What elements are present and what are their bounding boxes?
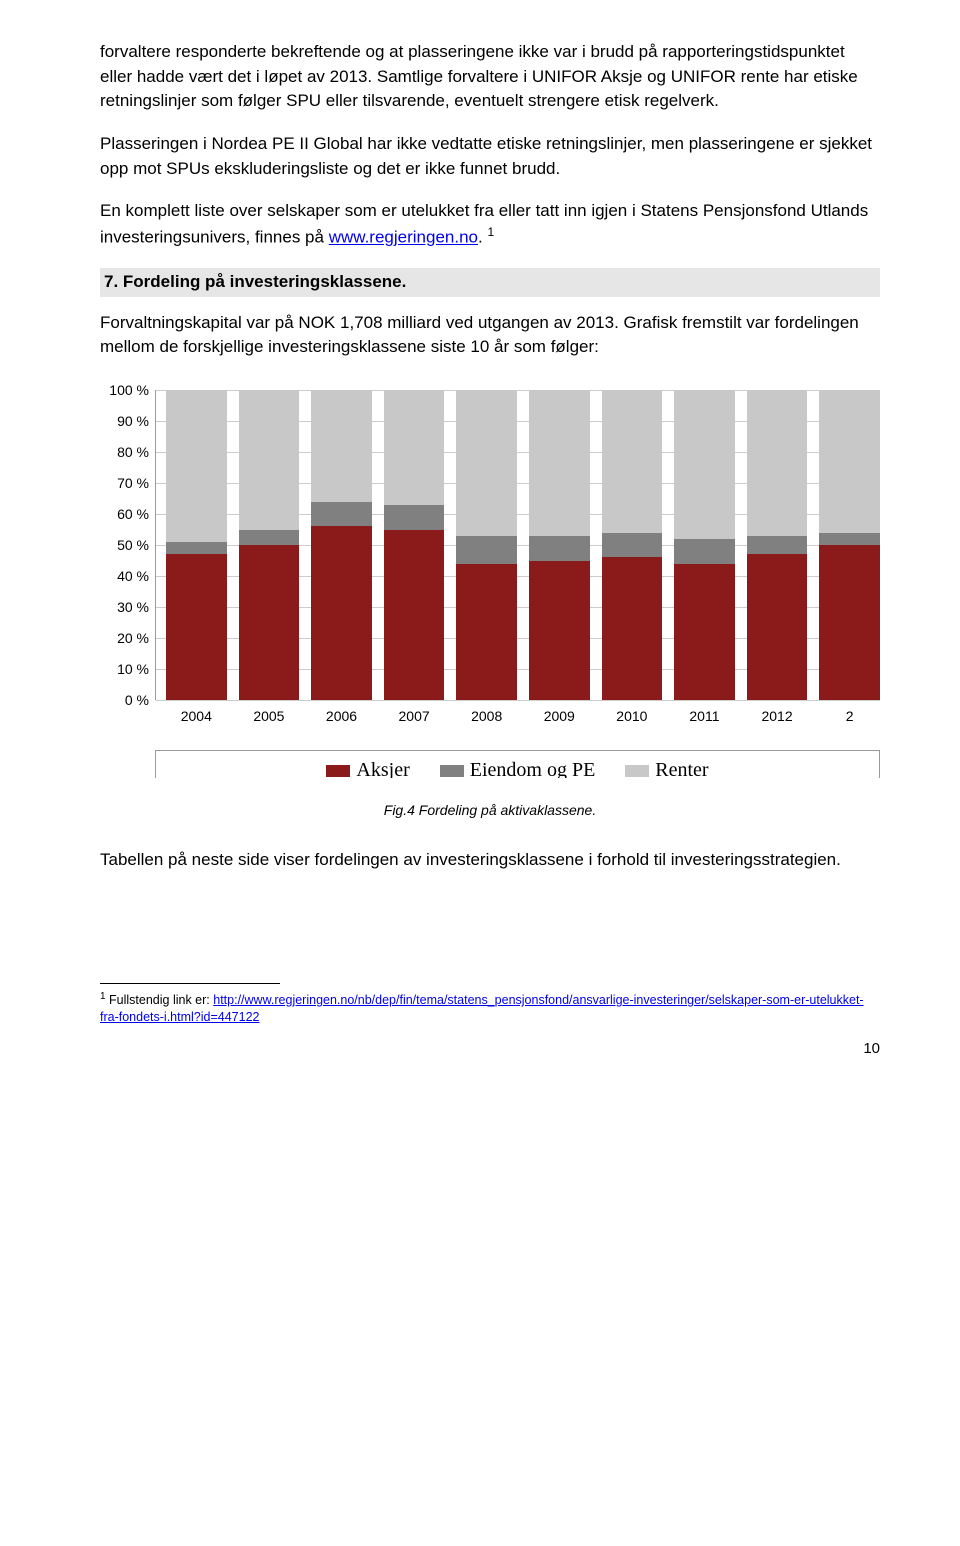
legend-label: Renter <box>655 756 708 778</box>
x-axis-label: 2011 <box>674 706 735 726</box>
bar-segment-eiendom <box>239 530 300 546</box>
bar-segment-renter <box>529 390 590 536</box>
y-axis-label: 10 % <box>101 659 149 679</box>
x-axis-label: 2 <box>819 706 880 726</box>
bar-segment-aksjer <box>166 554 227 700</box>
x-axis-label: 2008 <box>456 706 517 726</box>
x-axis-label: 2009 <box>529 706 590 726</box>
bar-segment-renter <box>819 390 880 533</box>
legend-swatch <box>326 765 350 777</box>
y-axis-label: 80 % <box>101 442 149 462</box>
chart-bar: 2011 <box>674 390 735 700</box>
y-axis-label: 90 % <box>101 411 149 431</box>
bar-segment-renter <box>602 390 663 533</box>
chart-legend: Aksjer Eiendom og PE Renter <box>155 750 880 778</box>
chart-bar: 2009 <box>529 390 590 700</box>
bar-segment-aksjer <box>384 530 445 701</box>
bar-segment-eiendom <box>747 536 808 555</box>
x-axis-label: 2005 <box>239 706 300 726</box>
bar-segment-aksjer <box>674 564 735 700</box>
bar-segment-aksjer <box>529 561 590 701</box>
bar-segment-renter <box>384 390 445 505</box>
paragraph-5: Tabellen på neste side viser fordelingen… <box>100 848 880 873</box>
bar-segment-aksjer <box>602 557 663 700</box>
page-number: 10 <box>100 1038 880 1060</box>
regjeringen-link[interactable]: www.regjeringen.no <box>329 228 478 247</box>
allocation-chart: 0 %10 %20 %30 %40 %50 %60 %70 %80 %90 %1… <box>100 390 880 778</box>
footnote-1: 1 Fullstendig link er: http://www.regjer… <box>100 990 880 1026</box>
bar-segment-eiendom <box>674 539 735 564</box>
bar-segment-renter <box>311 390 372 502</box>
chart-bar: 2005 <box>239 390 300 700</box>
y-axis-label: 40 % <box>101 566 149 586</box>
bar-segment-renter <box>239 390 300 530</box>
bar-segment-aksjer <box>456 564 517 700</box>
legend-item: Renter <box>625 756 708 778</box>
bar-segment-renter <box>747 390 808 536</box>
y-axis-label: 70 % <box>101 473 149 493</box>
y-axis-label: 100 % <box>101 380 149 400</box>
legend-swatch <box>625 765 649 777</box>
bar-segment-eiendom <box>384 505 445 530</box>
paragraph-4: Forvaltningskapital var på NOK 1,708 mil… <box>100 311 880 360</box>
chart-bar: 2012 <box>747 390 808 700</box>
chart-bar: 2008 <box>456 390 517 700</box>
footnote-pre: Fullstendig link er: <box>106 993 214 1007</box>
bar-segment-aksjer <box>311 526 372 700</box>
legend-item: Eiendom og PE <box>440 756 596 778</box>
bar-segment-eiendom <box>311 502 372 527</box>
footnote-separator <box>100 983 280 984</box>
y-axis-label: 60 % <box>101 504 149 524</box>
chart-bar: 2004 <box>166 390 227 700</box>
y-axis-label: 0 % <box>101 690 149 710</box>
x-axis-label: 2006 <box>311 706 372 726</box>
x-axis-label: 2010 <box>602 706 663 726</box>
section-heading-7: 7. Fordeling på investeringsklassene. <box>100 268 880 297</box>
chart-bar: 2007 <box>384 390 445 700</box>
chart-bar: 2006 <box>311 390 372 700</box>
bar-segment-aksjer <box>819 545 880 700</box>
bar-segment-eiendom <box>819 533 880 545</box>
legend-item: Aksjer <box>326 756 409 778</box>
paragraph-2: Plasseringen i Nordea PE II Global har i… <box>100 132 880 181</box>
figure-caption: Fig.4 Fordeling på aktivaklassene. <box>100 800 880 820</box>
chart-bar: 2010 <box>602 390 663 700</box>
chart-bar: 2 <box>819 390 880 700</box>
legend-label: Eiendom og PE <box>470 756 596 778</box>
paragraph-1: forvaltere responderte bekreftende og at… <box>100 40 880 114</box>
bar-segment-eiendom <box>602 533 663 558</box>
footnote-link[interactable]: http://www.regjeringen.no/nb/dep/fin/tem… <box>100 993 864 1024</box>
x-axis-label: 2007 <box>384 706 445 726</box>
bar-segment-renter <box>166 390 227 542</box>
bar-segment-renter <box>674 390 735 539</box>
bar-segment-eiendom <box>166 542 227 554</box>
legend-swatch <box>440 765 464 777</box>
bar-segment-eiendom <box>456 536 517 564</box>
x-axis-label: 2004 <box>166 706 227 726</box>
bar-segment-aksjer <box>239 545 300 700</box>
bar-segment-aksjer <box>747 554 808 700</box>
y-axis-label: 20 % <box>101 628 149 648</box>
paragraph-3: En komplett liste over selskaper som er … <box>100 199 880 250</box>
footnote-ref-1: 1 <box>487 225 494 239</box>
x-axis-label: 2012 <box>747 706 808 726</box>
y-axis-label: 50 % <box>101 535 149 555</box>
bar-segment-eiendom <box>529 536 590 561</box>
bar-segment-renter <box>456 390 517 536</box>
chart-gridline <box>156 700 880 701</box>
y-axis-label: 30 % <box>101 597 149 617</box>
legend-label: Aksjer <box>356 756 409 778</box>
